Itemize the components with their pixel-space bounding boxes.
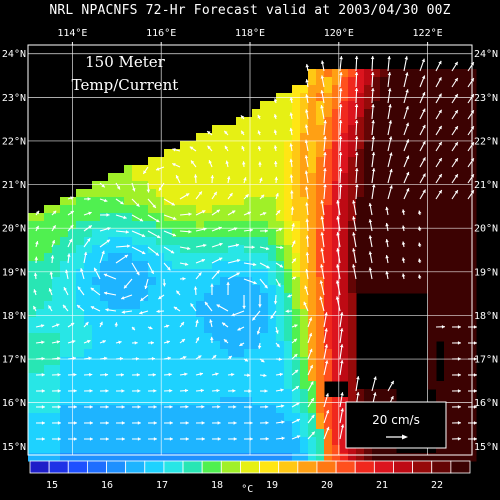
lon-tick-label: 114°E	[57, 28, 87, 39]
colorbar-swatch	[412, 460, 433, 474]
lat-tick-label-left: 23°N	[2, 93, 26, 104]
lat-tick-label-right: 24°N	[474, 49, 498, 60]
colorbar-tick-label: 19	[266, 480, 278, 491]
lat-tick-label-left: 15°N	[2, 442, 26, 453]
lat-tick-label-right: 15°N	[474, 442, 498, 453]
colorbar-swatch	[393, 460, 414, 474]
lat-tick-label-right: 18°N	[474, 311, 498, 322]
lat-tick-label-right: 21°N	[474, 180, 498, 191]
colorbar-swatch	[450, 460, 471, 474]
colorbar: 15 16 17 18 19 20 21 22 °C	[29, 460, 471, 495]
colorbar-swatch	[125, 460, 146, 474]
colorbar-swatch	[182, 460, 203, 474]
colorbar-tick-label: 21	[376, 480, 388, 491]
colorbar-tick-label: 15	[46, 480, 58, 491]
lat-tick-label-left: 19°N	[2, 267, 26, 278]
colorbar-swatch	[373, 460, 394, 474]
colorbar-tick-label: 18	[211, 480, 223, 491]
colorbar-swatch	[144, 460, 165, 474]
colorbar-swatch	[67, 460, 88, 474]
colorbar-swatch	[86, 460, 107, 474]
colorbar-swatch	[316, 460, 337, 474]
colorbar-swatch	[163, 460, 184, 474]
scale-vector-label: 20 cm/s	[372, 413, 420, 427]
lat-tick-label-left: 21°N	[2, 180, 26, 191]
colorbar-swatch	[335, 460, 356, 474]
lat-tick-label-left: 18°N	[2, 311, 26, 322]
lat-tick-label-right: 16°N	[474, 398, 498, 409]
colorbar-swatch	[240, 460, 260, 474]
colorbar-swatch	[259, 460, 280, 474]
scale-vector-box: 20 cm/s	[345, 401, 447, 449]
colorbar-unit-label: °C	[241, 484, 253, 495]
lat-tick-label-left: 16°N	[2, 398, 26, 409]
panel-label-depth: 150 Meter	[85, 53, 166, 71]
colorbar-tick-label: 20	[321, 480, 333, 491]
lat-tick-label-left: 17°N	[2, 355, 26, 366]
lon-tick-label: 120°E	[324, 28, 354, 39]
colorbar-swatch	[48, 460, 69, 474]
colorbar-swatch	[354, 460, 375, 474]
lat-tick-label-right: 22°N	[474, 136, 498, 147]
lat-tick-label-left: 24°N	[2, 49, 26, 60]
lat-tick-label-right: 23°N	[474, 93, 498, 104]
lon-tick-label: 122°E	[413, 28, 443, 39]
current-vectors	[32, 55, 477, 441]
lat-tick-label-right: 19°N	[474, 267, 498, 278]
lon-tick-label: 116°E	[146, 28, 176, 39]
lat-tick-label-left: 22°N	[2, 136, 26, 147]
colorbar-tick-label: 16	[101, 480, 113, 491]
panel-label-variable: Temp/Current	[72, 76, 179, 94]
colorbar-swatch	[29, 460, 50, 474]
colorbar-swatch	[431, 460, 452, 474]
lat-tick-label-right: 20°N	[474, 224, 498, 235]
colorbar-tick-label: 22	[431, 480, 443, 491]
colorbar-swatch	[278, 460, 299, 474]
lat-tick-label-left: 20°N	[2, 224, 26, 235]
colorbar-tick-label: 17	[156, 480, 168, 491]
colorbar-swatch	[201, 460, 222, 474]
lon-tick-label: 118°E	[235, 28, 265, 39]
lat-tick-label-right: 17°N	[474, 355, 498, 366]
colorbar-swatch	[106, 460, 127, 474]
colorbar-swatch	[220, 460, 241, 474]
map-title: NRL NPACNFS 72-Hr Forecast valid at 2003…	[49, 3, 451, 18]
colorbar-swatch	[297, 460, 318, 474]
